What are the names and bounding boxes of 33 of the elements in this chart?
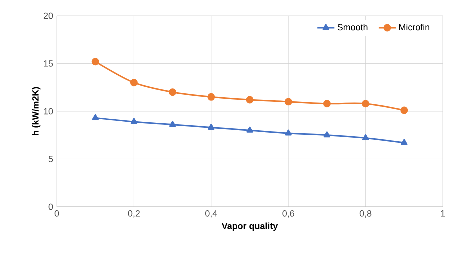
point xyxy=(400,106,408,114)
legend-label: Microfin xyxy=(399,24,430,31)
point xyxy=(246,126,254,133)
point xyxy=(362,100,370,108)
point xyxy=(130,79,138,87)
point xyxy=(285,130,292,136)
point xyxy=(324,132,331,138)
point xyxy=(323,100,331,108)
point xyxy=(92,114,99,120)
point xyxy=(284,98,292,106)
point xyxy=(169,88,177,96)
x-tick-label: 0,4 xyxy=(206,210,218,218)
y-tick-label: 10 xyxy=(44,108,54,115)
y-tick-label: 0 xyxy=(48,204,54,210)
x-tick-label: 0 xyxy=(54,210,60,217)
legend-label: Smooth xyxy=(338,24,368,31)
y-axis-title: h (kW/m2K) xyxy=(32,87,41,136)
point xyxy=(362,134,370,140)
point xyxy=(169,121,176,128)
x-axis-title: Vapor quality xyxy=(222,222,278,232)
x-tick-label: 1 xyxy=(441,210,446,217)
x-tick-label: 0,8 xyxy=(360,210,372,218)
x-tick-label: 0,6 xyxy=(282,210,294,218)
point xyxy=(246,96,254,104)
point xyxy=(92,58,100,66)
y-tick-label: 5 xyxy=(48,156,54,162)
point xyxy=(401,139,408,146)
y-tick-label: 15 xyxy=(44,60,54,67)
x-tick-label: 0,2 xyxy=(128,210,140,218)
y-tick-label: 20 xyxy=(44,12,54,20)
point xyxy=(208,124,215,130)
point xyxy=(130,118,138,124)
point xyxy=(208,93,216,101)
